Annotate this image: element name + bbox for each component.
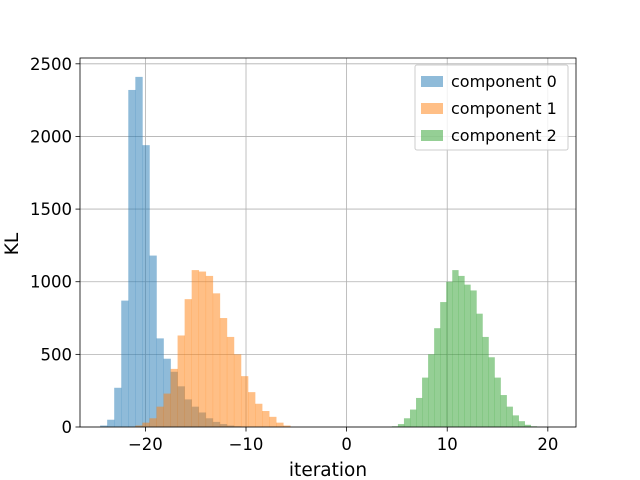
x-axis-label: iteration — [289, 460, 367, 480]
y-axis-label: KL — [2, 232, 23, 255]
histogram-bar — [163, 393, 171, 427]
histogram-bars — [100, 76, 538, 428]
histogram-bar — [452, 270, 459, 427]
histogram-bar — [135, 76, 143, 427]
histogram-bar — [135, 425, 143, 427]
x-tick-label: 0 — [341, 435, 352, 454]
histogram-bar — [397, 424, 405, 427]
histogram-bar — [177, 335, 185, 427]
histogram-bar — [488, 357, 495, 427]
histogram-bar — [409, 409, 417, 427]
legend-swatch — [421, 130, 443, 141]
histogram-bar — [518, 421, 525, 427]
histogram-bar — [191, 270, 200, 427]
histogram-bar — [464, 284, 471, 427]
series-1 — [135, 270, 291, 427]
y-tick-label: 0 — [62, 418, 73, 437]
histogram-bar — [233, 354, 242, 427]
histogram-bar — [219, 318, 228, 427]
histogram-bar — [149, 255, 157, 427]
y-tick-label: 2000 — [30, 127, 72, 146]
histogram-bar — [149, 418, 157, 427]
legend-swatch — [421, 103, 443, 114]
plot-frame — [79, 57, 577, 428]
histogram-bar — [524, 424, 532, 427]
histogram-bar — [205, 275, 214, 427]
legend-swatch — [421, 76, 443, 87]
histogram-bar — [198, 271, 207, 427]
histogram-bar — [262, 411, 270, 427]
histogram-bar — [128, 89, 136, 427]
legend-label: component 2 — [451, 126, 557, 145]
histogram-bar — [163, 358, 171, 427]
histogram-bar — [482, 336, 489, 427]
histogram-bar — [107, 419, 115, 427]
histogram-bar — [276, 422, 284, 427]
histogram-bar — [494, 377, 501, 427]
y-tick-label: 1500 — [30, 200, 72, 219]
histogram-bar — [512, 415, 519, 427]
histogram-bar — [184, 299, 192, 427]
x-tick-label: −10 — [229, 435, 264, 454]
histogram-bar — [470, 290, 477, 427]
axis-ticks: −20 −10 0 10 20 0 500 1000 1500 2000 2500 — [30, 55, 558, 454]
histogram-bar — [446, 281, 453, 427]
histogram-bar — [416, 397, 423, 427]
histogram-bar — [458, 275, 465, 427]
histogram-bar — [142, 422, 150, 427]
histogram-bar — [114, 387, 122, 427]
legend-label: component 1 — [451, 99, 557, 118]
histogram-bar — [283, 425, 291, 427]
histogram-bar — [500, 395, 507, 427]
histogram-bar — [156, 338, 164, 427]
legend-box — [414, 64, 569, 151]
y-tick-label: 2500 — [30, 55, 72, 74]
series-2 — [391, 270, 538, 427]
histogram-bar — [422, 377, 429, 427]
histogram-bar — [403, 418, 411, 427]
histogram-bar — [434, 328, 441, 427]
histogram-bar — [226, 336, 235, 427]
histogram-bar — [121, 300, 129, 427]
y-tick-label: 500 — [41, 345, 73, 364]
legend-label: component 0 — [451, 72, 557, 91]
histogram-bar — [142, 145, 150, 428]
histogram-bar — [255, 403, 263, 427]
histogram-bar — [440, 302, 447, 427]
histogram-bar — [428, 354, 435, 427]
x-tick-label: −20 — [128, 435, 163, 454]
histogram-bar — [269, 416, 277, 427]
y-tick-label: 1000 — [30, 273, 72, 292]
histogram-bar — [506, 406, 513, 427]
histogram-bar — [156, 406, 164, 427]
legend: component 0 component 1 component 2 — [414, 64, 569, 151]
histogram-bar — [248, 392, 256, 427]
x-tick-label: 10 — [437, 435, 458, 454]
histogram-bar — [100, 425, 108, 427]
histogram-bar — [476, 313, 483, 427]
x-tick-label: 20 — [537, 435, 558, 454]
histogram-bar — [212, 293, 221, 427]
histogram-bar — [170, 368, 178, 427]
histogram-bar — [240, 376, 249, 427]
